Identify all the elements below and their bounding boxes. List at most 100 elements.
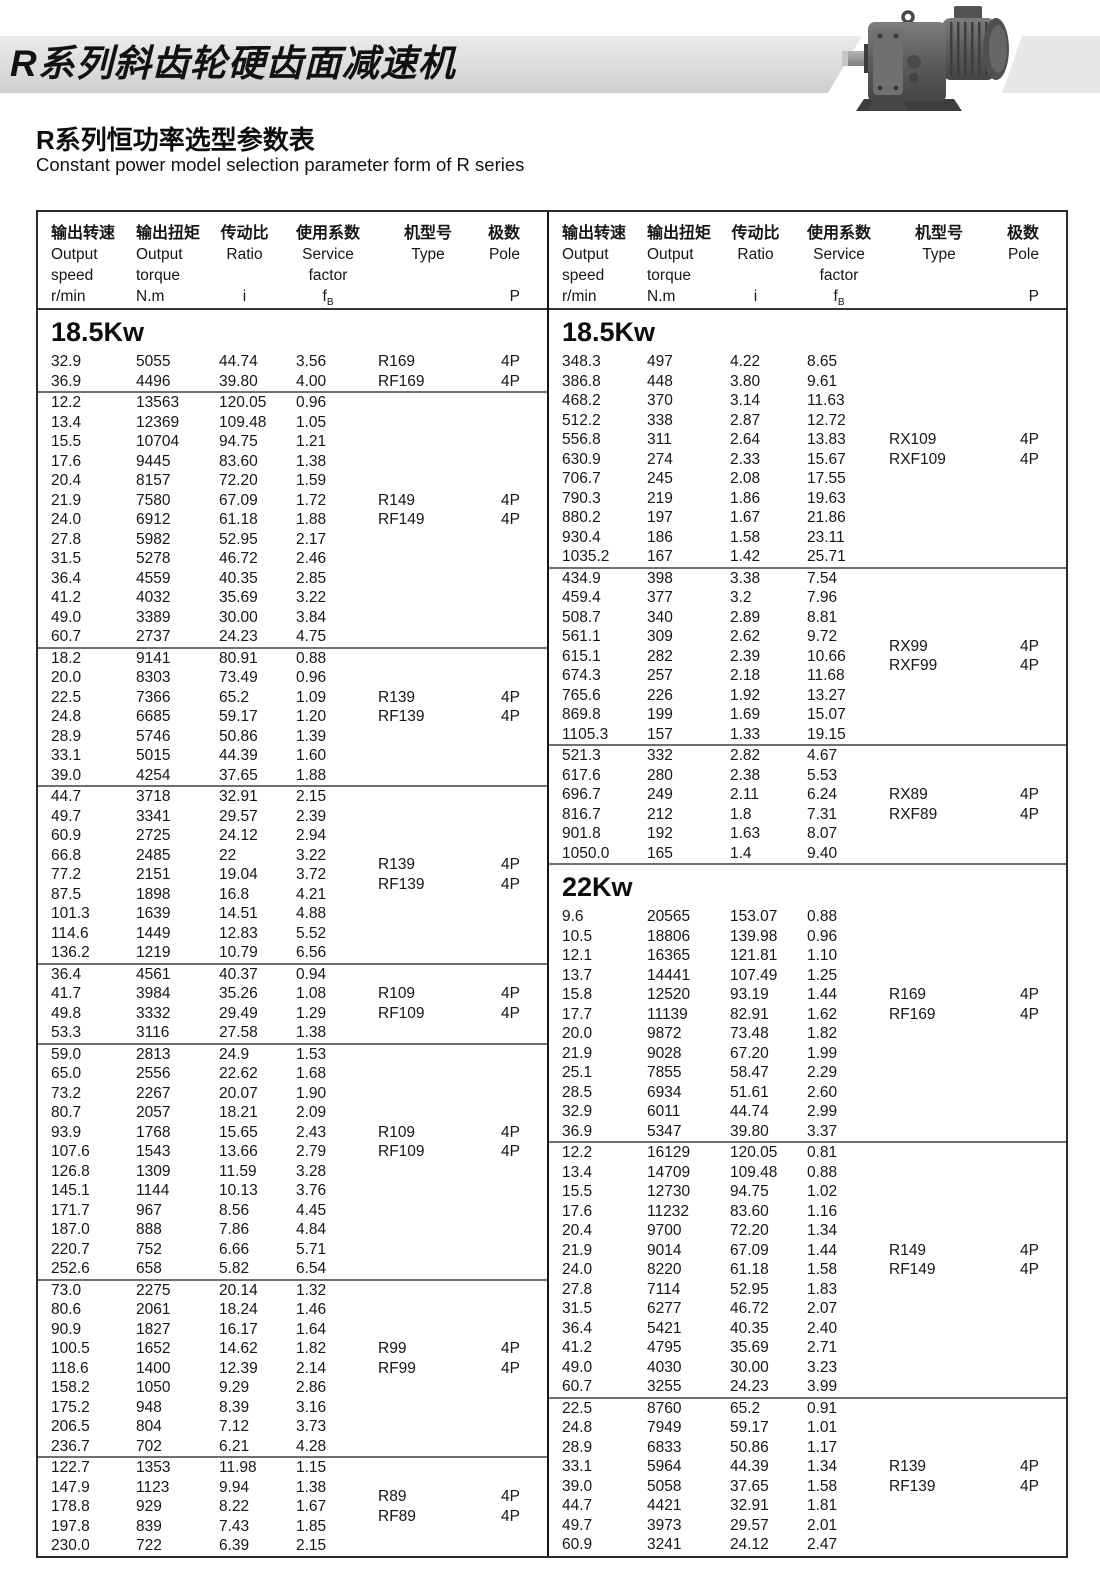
output-speed-value: 32.9 xyxy=(51,353,82,370)
table-row: 44.7 4421 32.91 1.81 xyxy=(549,1496,1066,1516)
output-speed-value: 20.0 xyxy=(562,1025,593,1042)
table-row: 22.5 7366 65.2 1.09 xyxy=(38,688,547,708)
output-speed-value: 93.9 xyxy=(51,1123,82,1141)
left-table: 输出转速 Output speed r/min 输出扭矩 Output torq… xyxy=(38,212,547,1556)
output-speed-value: 13.4 xyxy=(51,413,82,431)
service-factor-value: 1.82 xyxy=(807,1025,838,1042)
ratio-value: 29.57 xyxy=(730,1516,769,1534)
output-speed-value: 126.8 xyxy=(51,1162,90,1180)
model-type: RF169 xyxy=(889,1005,936,1023)
service-factor-value: 13.83 xyxy=(807,431,846,448)
table-row: 187.0 888 7.86 4.84 xyxy=(38,1220,547,1240)
output-torque-value: 8220 xyxy=(647,1261,682,1278)
service-factor-value: 8.65 xyxy=(807,353,838,370)
table-row: 21.9 9028 67.20 1.99 xyxy=(549,1044,1066,1064)
table-row: 101.3 1639 14.51 4.88 xyxy=(38,904,547,924)
service-factor-value: 2.15 xyxy=(296,1537,327,1554)
output-speed-value: 20.0 xyxy=(51,669,82,686)
output-torque-value: 398 xyxy=(647,569,673,587)
output-torque-value: 2737 xyxy=(136,628,171,645)
output-torque-value: 1898 xyxy=(136,885,171,903)
ratio-block: 12.2 16129 120.05 0.81 13.4 14709 109.48 0.88 15… xyxy=(549,1141,1066,1397)
service-factor-value: 3.22 xyxy=(296,589,327,606)
service-factor-value: 11.68 xyxy=(807,667,845,684)
type-pole-line: RF169 4P xyxy=(884,1005,1066,1025)
output-torque-value: 14441 xyxy=(647,966,691,984)
output-speed-value: 24.0 xyxy=(562,1261,593,1278)
right-table: 输出转速 Output speed r/min 输出扭矩 Output torq… xyxy=(549,212,1066,1556)
table-row: 93.9 1768 15.65 2.43 xyxy=(38,1123,547,1143)
service-factor-value: 2.14 xyxy=(296,1359,327,1377)
output-torque-value: 5746 xyxy=(136,727,171,745)
ratio-value: 73.48 xyxy=(730,1025,769,1042)
type-pole-labels: RX89 4P RXF89 4P xyxy=(884,785,1066,824)
service-factor-value: 0.88 xyxy=(807,1163,838,1181)
ratio-value: 65.2 xyxy=(219,688,250,706)
output-torque-value: 5055 xyxy=(136,353,171,370)
ratio-block: 22.5 8760 65.2 0.91 24.8 7949 59.17 1.01 28.9 683… xyxy=(549,1396,1066,1555)
table-row: 24.0 8220 61.18 1.58 xyxy=(549,1260,1066,1280)
type-pole-line: R109 4P xyxy=(373,984,547,1004)
output-speed-value: 60.9 xyxy=(562,1536,593,1553)
service-factor-value: 1.38 xyxy=(296,1024,327,1041)
service-factor-value: 3.72 xyxy=(296,866,327,883)
output-speed-value: 80.7 xyxy=(51,1104,82,1121)
table-row: 561.1 309 2.62 9.72 xyxy=(549,627,1066,647)
output-torque-value: 8760 xyxy=(647,1399,682,1417)
ratio-value: 93.19 xyxy=(730,986,769,1003)
type-pole-line: R89 4P xyxy=(373,1487,547,1507)
service-factor-value: 2.60 xyxy=(807,1083,838,1101)
col-header-service-factor: 使用系数 Service factor fB xyxy=(806,225,871,309)
ratio-value: 24.12 xyxy=(730,1536,769,1553)
output-speed-value: 24.8 xyxy=(51,708,82,725)
output-torque-value: 2556 xyxy=(136,1065,171,1082)
model-type: R99 xyxy=(378,1340,407,1357)
ratio-value: 24.9 xyxy=(219,1045,250,1063)
pole-count: 4P xyxy=(1020,986,1039,1003)
ratio-block: 32.9 5055 44.74 3.56 36.9 4496 39.80 4.00 R169 4P… xyxy=(38,352,547,391)
type-pole-line: RF149 4P xyxy=(884,1260,1066,1280)
output-speed-value: 869.8 xyxy=(562,706,601,723)
service-factor-value: 3.84 xyxy=(296,608,327,626)
type-pole-line: RF139 4P xyxy=(884,1477,1066,1497)
output-torque-value: 7580 xyxy=(136,491,171,509)
model-type: RXF109 xyxy=(889,450,946,468)
output-speed-value: 386.8 xyxy=(562,372,601,390)
service-factor-value: 19.63 xyxy=(807,489,846,507)
service-factor-value: 2.15 xyxy=(296,788,327,805)
service-factor-value: 21.86 xyxy=(807,509,846,526)
output-speed-value: 31.5 xyxy=(51,550,82,567)
output-torque-value: 948 xyxy=(136,1398,162,1416)
output-torque-value: 5421 xyxy=(647,1319,682,1337)
service-factor-value: 2.40 xyxy=(807,1319,838,1337)
output-torque-value: 6277 xyxy=(647,1300,682,1317)
table-row: 790.3 219 1.86 19.63 xyxy=(549,489,1066,509)
table-row: 15.5 10704 94.75 1.21 xyxy=(38,432,547,452)
ratio-value: 120.05 xyxy=(219,394,267,411)
ratio-value: 24.23 xyxy=(730,1378,769,1395)
pole-count: 4P xyxy=(501,1340,520,1357)
table-row: 136.2 1219 10.79 6.56 xyxy=(38,943,547,963)
table-row: 630.9 274 2.33 15.67 xyxy=(549,450,1066,470)
ratio-value: 40.35 xyxy=(219,569,258,587)
output-torque-value: 9028 xyxy=(647,1044,682,1062)
service-factor-value: 2.17 xyxy=(296,530,327,548)
table-row: 175.2 948 8.39 3.16 xyxy=(38,1398,547,1418)
output-speed-value: 36.9 xyxy=(562,1122,593,1140)
ratio-value: 10.79 xyxy=(219,944,258,961)
table-row: 12.2 16129 120.05 0.81 xyxy=(549,1143,1066,1163)
service-factor-value: 4.00 xyxy=(296,372,327,390)
output-torque-value: 6934 xyxy=(647,1083,682,1101)
output-speed-value: 22.5 xyxy=(562,1399,593,1417)
type-pole-labels: R109 4P RF109 4P xyxy=(373,984,547,1023)
table-row: 118.6 1400 12.39 2.14 xyxy=(38,1359,547,1379)
ratio-value: 2.08 xyxy=(730,470,761,487)
table-row: 28.9 6833 50.86 1.17 xyxy=(549,1438,1066,1458)
service-factor-value: 11.63 xyxy=(807,392,845,409)
output-torque-value: 8157 xyxy=(136,472,171,489)
page-subtitle: Constant power model selection parameter… xyxy=(36,154,525,175)
pole-count: 4P xyxy=(501,1123,520,1141)
pole-count: 4P xyxy=(501,875,520,893)
service-factor-value: 1.82 xyxy=(296,1340,327,1357)
ratio-value: 11.59 xyxy=(219,1162,257,1180)
